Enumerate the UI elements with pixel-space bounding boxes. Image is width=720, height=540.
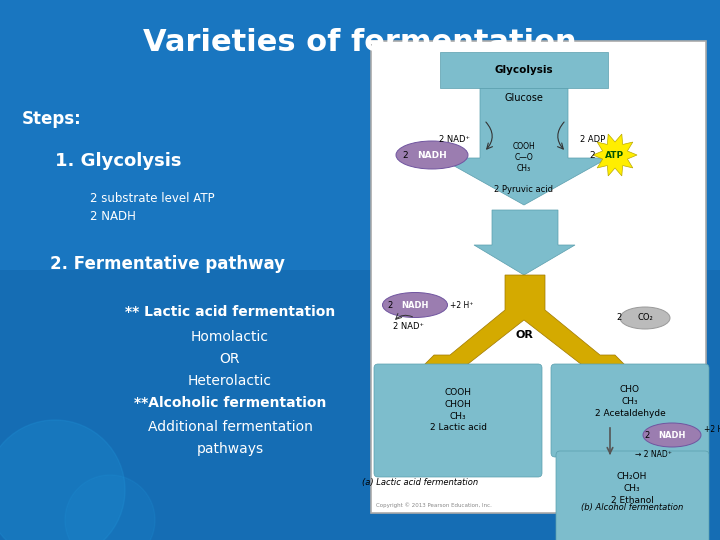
Text: NADH: NADH (658, 430, 685, 440)
FancyBboxPatch shape (374, 364, 542, 477)
Text: Steps:: Steps: (22, 110, 82, 128)
Text: CH₂OH
CH₃
2 Ethanol: CH₂OH CH₃ 2 Ethanol (611, 472, 654, 504)
Text: 2 NAD⁺: 2 NAD⁺ (439, 136, 470, 145)
Circle shape (65, 475, 155, 540)
Text: 2: 2 (388, 300, 393, 309)
Text: ** Lactic acid fermentation: ** Lactic acid fermentation (125, 305, 335, 319)
Circle shape (0, 420, 125, 540)
Text: Copyright © 2013 Pearson Education, Inc.: Copyright © 2013 Pearson Education, Inc. (376, 502, 492, 508)
Polygon shape (593, 134, 637, 176)
Text: CO₂: CO₂ (637, 314, 653, 322)
Text: CHO
CH₃
2 Acetaldehyde: CHO CH₃ 2 Acetaldehyde (595, 385, 665, 417)
Text: (b) Alcohol fermentation: (b) Alcohol fermentation (581, 503, 683, 512)
Text: Homolactic: Homolactic (191, 330, 269, 344)
Text: 1. Glycolysis: 1. Glycolysis (55, 152, 181, 170)
Text: COOH
CHOH
CH₃
2 Lactic acid: COOH CHOH CH₃ 2 Lactic acid (430, 388, 487, 433)
Text: NADH: NADH (417, 151, 447, 159)
Text: 2: 2 (644, 430, 650, 440)
Polygon shape (424, 275, 625, 375)
Polygon shape (440, 88, 608, 205)
Text: → 2 NAD⁺: → 2 NAD⁺ (635, 450, 672, 459)
Text: OR: OR (220, 352, 240, 366)
Text: ATP: ATP (606, 151, 624, 159)
Text: 2 NADH: 2 NADH (90, 210, 136, 223)
Text: (a) Lactic acid fermentation: (a) Lactic acid fermentation (362, 478, 478, 487)
Text: OR: OR (515, 330, 533, 340)
Text: 2: 2 (617, 314, 622, 322)
Text: Glucose: Glucose (505, 93, 544, 103)
Text: +2 H⁺: +2 H⁺ (450, 300, 473, 309)
Ellipse shape (382, 293, 448, 318)
Text: +2 H⁺: +2 H⁺ (704, 426, 720, 435)
FancyBboxPatch shape (556, 451, 709, 540)
Text: 2 ADP: 2 ADP (580, 136, 606, 145)
Text: Varieties of fermentation: Varieties of fermentation (143, 28, 577, 57)
Text: 2. Fermentative pathway: 2. Fermentative pathway (50, 255, 285, 273)
Text: 2 Pyruvic acid: 2 Pyruvic acid (495, 185, 554, 194)
Bar (440, 52, 608, 88)
Text: **Alcoholic fermentation: **Alcoholic fermentation (134, 396, 326, 410)
Text: 2: 2 (590, 151, 595, 159)
Text: COOH
C—O
CH₃: COOH C—O CH₃ (513, 142, 536, 173)
Bar (0, 270, 720, 540)
Text: 2 substrate level ATP: 2 substrate level ATP (90, 192, 215, 205)
FancyBboxPatch shape (551, 364, 709, 457)
FancyBboxPatch shape (371, 40, 706, 513)
Text: NADH: NADH (401, 300, 428, 309)
Text: 2: 2 (402, 151, 408, 159)
Text: Heterolactic: Heterolactic (188, 374, 272, 388)
Polygon shape (474, 210, 575, 275)
Text: Additional fermentation: Additional fermentation (148, 420, 312, 434)
Ellipse shape (620, 307, 670, 329)
Text: 2 NAD⁺: 2 NAD⁺ (393, 322, 424, 331)
Ellipse shape (643, 423, 701, 447)
Ellipse shape (396, 141, 468, 169)
Text: Glycolysis: Glycolysis (495, 65, 553, 75)
Text: pathways: pathways (197, 442, 264, 456)
